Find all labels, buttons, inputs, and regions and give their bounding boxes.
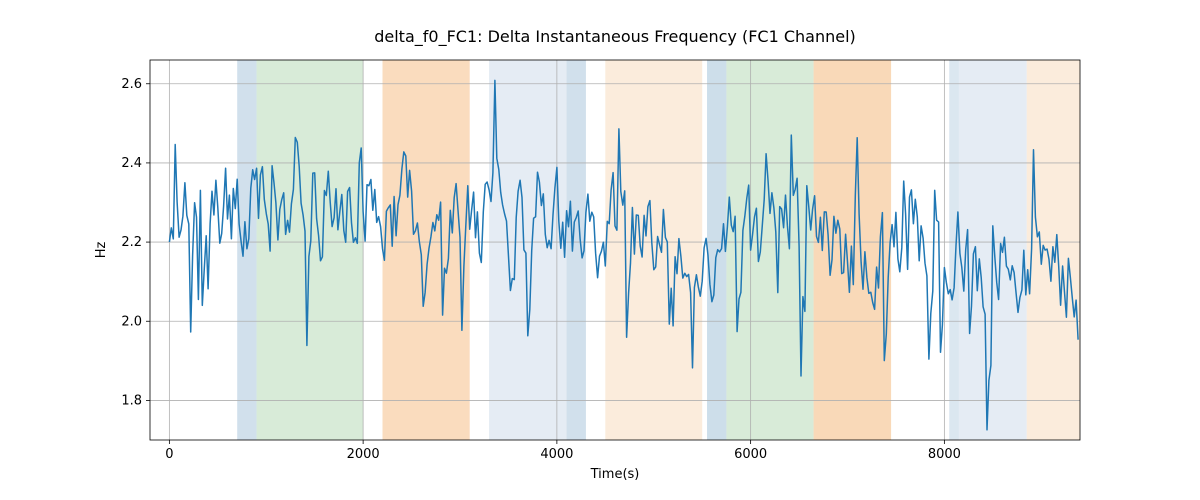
chart-title: delta_f0_FC1: Delta Instantaneous Freque… xyxy=(374,27,856,47)
freq-chart: 0 2000 4000 6000 8000 1.8 2.0 2.2 2.4 2.6 Time(s) H… xyxy=(0,0,1200,500)
x-axis-label: Time(s) xyxy=(590,467,640,482)
background-band xyxy=(726,60,813,440)
xtick-label: 2000 xyxy=(347,447,380,462)
background-band xyxy=(237,60,256,440)
y-axis-label: Hz xyxy=(94,242,109,259)
xtick-label: 8000 xyxy=(928,447,961,462)
background-band xyxy=(489,60,567,440)
xtick-label: 6000 xyxy=(734,447,767,462)
ytick-label: 2.4 xyxy=(121,156,142,171)
background-band xyxy=(605,60,702,440)
background-band xyxy=(949,60,959,440)
ytick-label: 1.8 xyxy=(121,393,142,408)
background-band xyxy=(567,60,586,440)
xtick-label: 0 xyxy=(165,447,173,462)
xtick-label: 4000 xyxy=(540,447,573,462)
ytick-label: 2.2 xyxy=(121,235,142,250)
ytick-label: 2.0 xyxy=(121,314,142,329)
background-band xyxy=(383,60,470,440)
ytick-label: 2.6 xyxy=(121,77,142,92)
background-band xyxy=(707,60,726,440)
